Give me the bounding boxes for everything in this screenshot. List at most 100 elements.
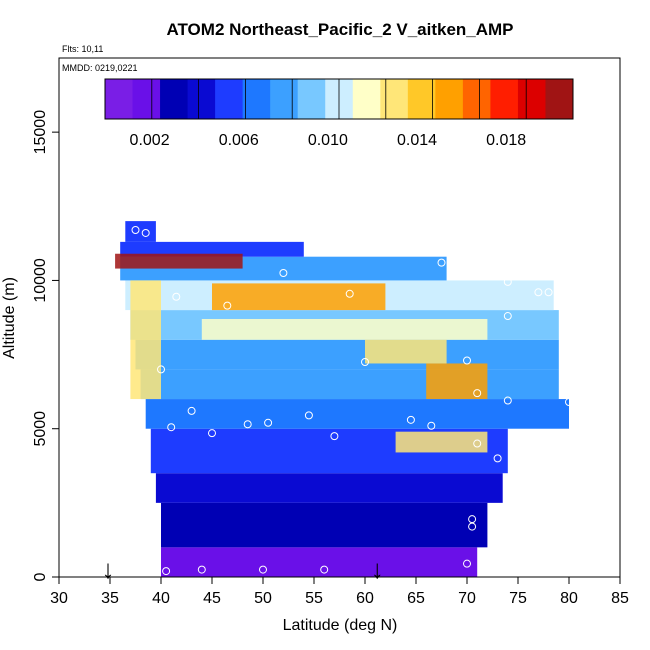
heatmap-feature-3 <box>395 431 488 453</box>
flight-point-0 <box>131 226 140 235</box>
flight-point-22 <box>264 418 273 427</box>
colorbar-swatch-1 <box>132 79 161 119</box>
flight-point-23 <box>330 432 339 441</box>
lat-marker-arrow-0: ↓ <box>101 554 114 584</box>
flight-point-27 <box>473 439 482 448</box>
colorbar-tick-label-3: 0.014 <box>397 132 437 149</box>
flight-point-24 <box>406 415 415 424</box>
lat-marker-arrow-1: ↓ <box>371 554 384 584</box>
flight-point-12 <box>463 356 471 365</box>
flight-point-3 <box>437 258 446 267</box>
flight-point-15 <box>503 396 512 405</box>
colorbar-swatch-10 <box>380 79 409 119</box>
colorbar-swatch-11 <box>407 79 436 119</box>
colorbar-swatch-4 <box>215 79 244 119</box>
colorbar-tick-label-4: 0.018 <box>486 132 526 149</box>
colorbar-swatch-12 <box>435 79 464 119</box>
x-tick-label-4: 50 <box>254 590 272 607</box>
flight-point-16 <box>565 398 573 407</box>
colorbar-swatch-2 <box>160 79 189 119</box>
flight-point-1 <box>141 228 150 237</box>
colorbar-swatch-6 <box>270 79 299 119</box>
heatmap-layer-2 <box>155 473 503 503</box>
colorbar-tick-label-2: 0.010 <box>308 132 348 149</box>
heatmap-feature-4 <box>201 318 488 340</box>
colorbar-tick-label-0: 0.002 <box>130 132 170 149</box>
dates-annotation: MMDD: 0219,0221 <box>62 63 138 73</box>
heatmap-feature-0 <box>115 253 243 269</box>
heatmap-layer-0 <box>161 547 478 577</box>
colorbar-swatch-5 <box>242 79 271 119</box>
y-axis-label: Altitude (m) <box>1 277 18 359</box>
heatmap-feature-6 <box>130 280 161 400</box>
flight-point-20 <box>208 429 216 438</box>
colorbar-tick-label-1: 0.006 <box>219 132 259 149</box>
flight-point-30 <box>468 522 477 531</box>
colorbar-swatch-0 <box>105 79 134 119</box>
x-tick-label-8: 70 <box>458 590 476 607</box>
flight-point-5 <box>534 288 543 297</box>
flight-point-26 <box>524 430 533 439</box>
x-axis-label: Latitude (deg N) <box>283 617 398 634</box>
flight-point-31 <box>463 559 471 568</box>
flight-point-25 <box>427 421 436 430</box>
flight-point-21 <box>243 420 252 429</box>
colorbar-swatch-16 <box>545 79 574 119</box>
colorbar-swatch-13 <box>462 79 491 119</box>
plot-frame <box>58 57 621 578</box>
y-tick-label-2: 10000 <box>32 258 49 303</box>
flight-point-8 <box>223 301 232 310</box>
heatmap-feature-5 <box>365 339 447 364</box>
y-tick-label-0: 0 <box>32 572 49 581</box>
colorbar-swatch-3 <box>187 79 216 119</box>
flight-point-32 <box>478 562 487 571</box>
heatmap-layer-6 <box>135 339 559 370</box>
flight-point-34 <box>197 565 206 574</box>
flight-point-36 <box>320 565 329 574</box>
y-tick-label-1: 5000 <box>32 411 49 447</box>
heatmap-layer-1 <box>161 502 488 548</box>
heatmap-layer-11 <box>125 221 156 242</box>
flights-annotation: Flts: 10,11 <box>62 44 103 54</box>
flight-point-17 <box>187 406 196 415</box>
heatmap-layer-5 <box>140 369 559 400</box>
flight-point-2 <box>279 269 288 278</box>
x-tick-label-9: 75 <box>509 590 527 607</box>
flight-point-35 <box>259 565 267 574</box>
chart-title: ATOM2 Northeast_Pacific_2 V_aitken_AMP <box>166 20 513 39</box>
colorbar-swatch-14 <box>490 79 519 119</box>
x-tick-label-1: 35 <box>101 590 119 607</box>
flight-point-19 <box>167 423 176 432</box>
y-axis: 0 5000 10000 15000 <box>32 110 59 581</box>
heatmap-feature-2 <box>426 363 488 400</box>
x-tick-label-11: 85 <box>611 590 629 607</box>
flight-point-33 <box>162 567 171 576</box>
colorbar: 0.002 0.006 0.010 0.014 0.018 <box>104 78 574 149</box>
flight-point-4 <box>503 277 512 286</box>
y-tick-label-3: 15000 <box>32 110 49 155</box>
flight-point-13 <box>157 365 165 374</box>
colorbar-swatch-15 <box>517 79 546 119</box>
x-tick-label-3: 45 <box>203 590 221 607</box>
x-axis: 30 35 40 45 50 55 60 65 70 75 80 85 <box>50 577 629 607</box>
flight-point-9 <box>345 289 354 298</box>
x-tick-label-6: 60 <box>356 590 374 607</box>
x-tick-label-5: 55 <box>305 590 323 607</box>
flight-points <box>131 226 573 576</box>
heatmap-cells <box>115 221 569 577</box>
heatmap-layer-4 <box>145 399 569 429</box>
heatmap-feature-1 <box>212 283 386 311</box>
flight-point-10 <box>503 312 512 321</box>
flight-point-18 <box>304 411 313 420</box>
x-tick-label-0: 30 <box>50 590 68 607</box>
flight-point-6 <box>544 288 553 297</box>
flight-point-7 <box>172 292 181 301</box>
flight-point-14 <box>473 389 482 398</box>
heatmap-layer-10 <box>120 241 304 257</box>
x-tick-label-7: 65 <box>407 590 425 607</box>
x-tick-label-10: 80 <box>560 590 578 607</box>
flight-point-11 <box>361 357 369 366</box>
colorbar-swatch-7 <box>297 79 326 119</box>
